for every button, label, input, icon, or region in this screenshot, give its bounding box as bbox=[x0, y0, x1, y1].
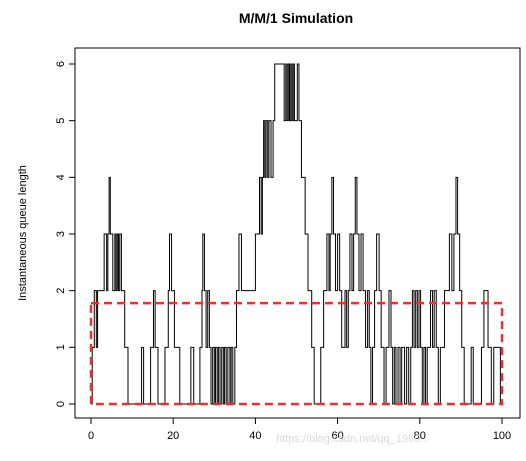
y-tick-label-3: 3 bbox=[55, 231, 67, 237]
x-tick-label-1: 20 bbox=[167, 430, 179, 442]
series-step-line-0 bbox=[91, 63, 502, 405]
x-tick-label-0: 0 bbox=[88, 430, 94, 442]
chart-title: M/M/1 Simulation bbox=[239, 10, 353, 26]
x-tick-label-4: 80 bbox=[414, 430, 426, 442]
y-tick-label-5: 5 bbox=[55, 118, 67, 124]
x-axis: 0 20 40 60 80 100 bbox=[88, 418, 511, 442]
x-tick-label-3: 60 bbox=[331, 430, 343, 442]
x-tick-label-5: 100 bbox=[493, 430, 511, 442]
y-axis: 0 1 2 3 4 5 6 bbox=[55, 61, 75, 407]
annotation-layer bbox=[89, 301, 504, 406]
watermark-url: https://blog.csdn.net/qq_1960... bbox=[276, 433, 430, 445]
plot-frame bbox=[74, 47, 521, 419]
y-tick-label-4: 4 bbox=[55, 174, 67, 180]
y-tick-label-2: 2 bbox=[55, 288, 67, 294]
series-layer bbox=[91, 63, 502, 405]
y-tick-label-1: 1 bbox=[55, 344, 67, 350]
y-tick-label-0: 0 bbox=[55, 401, 67, 407]
y-axis-label: Instantaneous queue length bbox=[17, 165, 29, 301]
x-tick-label-2: 40 bbox=[249, 430, 261, 442]
dashed-rect-annotation-0 bbox=[89, 301, 504, 406]
y-tick-label-6: 6 bbox=[55, 61, 67, 67]
